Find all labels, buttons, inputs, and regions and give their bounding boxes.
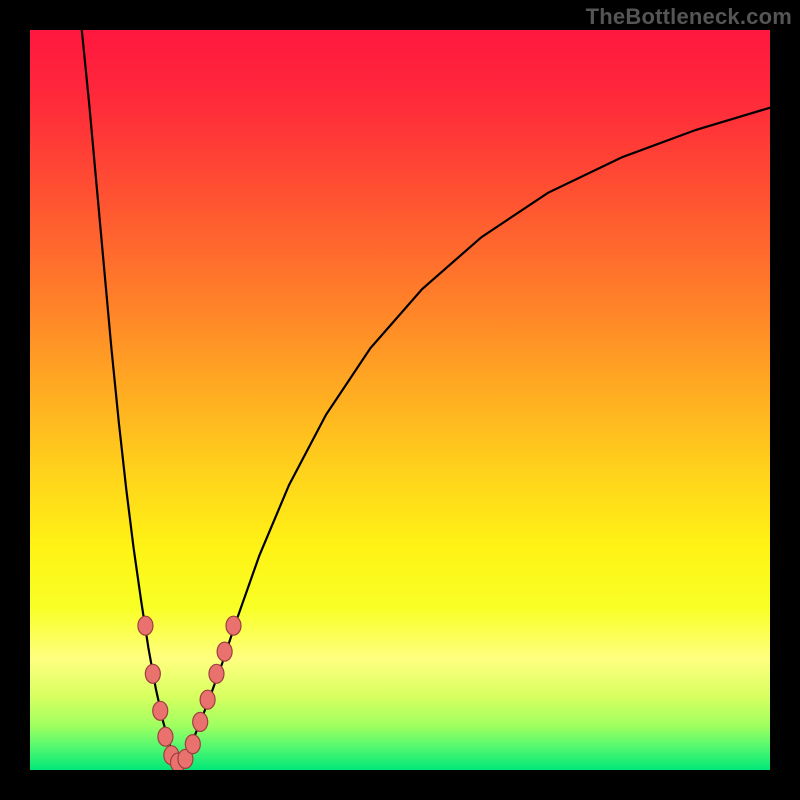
marker-point — [209, 664, 224, 683]
plot-svg — [30, 30, 770, 770]
plot-area — [30, 30, 770, 770]
marker-point — [138, 616, 153, 635]
marker-point — [200, 690, 215, 709]
marker-point — [217, 642, 232, 661]
gradient-background — [30, 30, 770, 770]
marker-point — [226, 616, 241, 635]
marker-point — [145, 664, 160, 683]
chart-container: TheBottleneck.com — [0, 0, 800, 800]
marker-point — [185, 735, 200, 754]
watermark-text: TheBottleneck.com — [586, 4, 792, 30]
marker-point — [193, 712, 208, 731]
marker-point — [158, 727, 173, 746]
marker-point — [153, 701, 168, 720]
